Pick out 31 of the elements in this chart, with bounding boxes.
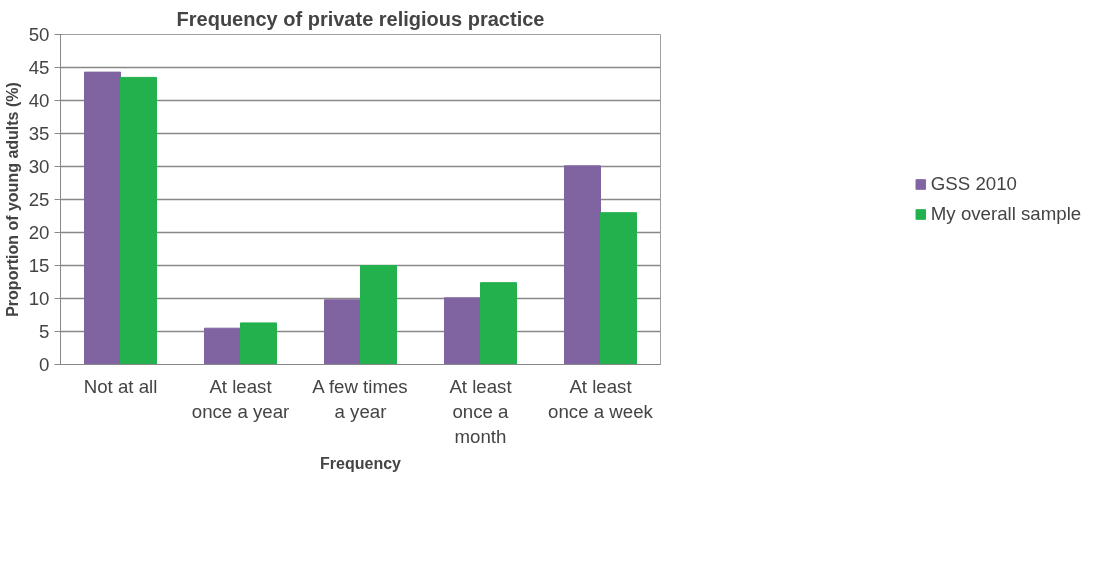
bar [564,165,601,365]
x-tick-label: At least once a week [548,375,654,422]
bar [120,76,157,365]
y-tick-label: 20 [28,222,50,243]
bar [324,299,361,365]
bar [600,212,637,365]
y-tick-label: 15 [28,255,50,276]
bar [444,297,481,365]
bar [240,322,277,365]
x-tick-label: At least once a month [449,375,513,447]
y-tick-label: 25 [28,189,50,210]
y-tick-label: 10 [28,288,50,309]
bar [204,327,241,365]
chart-title: Frequency of private religious practice [176,7,545,30]
x-axis-title: Frequency [320,454,402,472]
y-tick-label: 45 [28,57,50,78]
bar [480,282,517,365]
y-tick-label: 5 [39,321,50,342]
bar [360,265,397,365]
legend-label: My overall sample [930,203,1082,225]
bar [84,71,121,365]
x-tick-label: Not at all [83,375,158,397]
x-tick-label: At least once a year [191,375,290,422]
y-tick-label: 40 [28,90,50,111]
y-tick-label: 0 [39,354,50,375]
y-tick-label: 35 [28,123,50,144]
x-tick-label: A few times a year [312,375,408,422]
legend-label: GSS 2010 [930,173,1017,195]
y-tick-label: 30 [28,156,50,177]
y-tick-label: 50 [28,24,50,45]
y-axis-title: Proportion of young adults (%) [3,82,21,317]
